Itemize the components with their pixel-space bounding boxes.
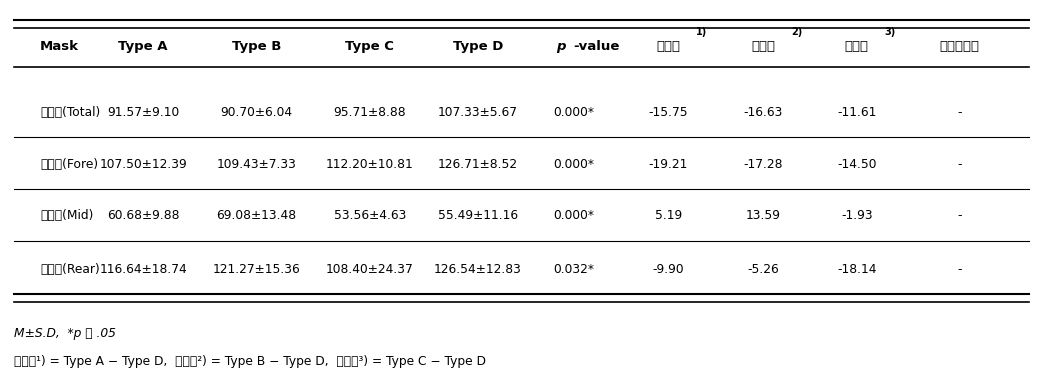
Text: Type B: Type B: [231, 40, 281, 53]
Text: 차이값: 차이값: [656, 40, 680, 53]
Text: -18.14: -18.14: [837, 263, 876, 276]
Text: 116.64±18.74: 116.64±18.74: [100, 263, 187, 276]
Text: 0.032*: 0.032*: [553, 263, 594, 276]
Text: -: -: [957, 106, 962, 119]
Text: Type C: Type C: [346, 40, 394, 53]
Text: 90.70±6.04: 90.70±6.04: [220, 106, 293, 119]
Text: 121.27±15.36: 121.27±15.36: [213, 263, 300, 276]
Text: -: -: [957, 263, 962, 276]
Text: 1): 1): [696, 27, 707, 38]
Text: 126.54±12.83: 126.54±12.83: [434, 263, 522, 276]
Text: p: p: [556, 40, 566, 53]
Text: 91.57±9.10: 91.57±9.10: [107, 106, 180, 119]
Text: -5.26: -5.26: [747, 263, 778, 276]
Text: -16.63: -16.63: [743, 106, 783, 119]
Text: M±S.D,  *p ＜ .05: M±S.D, *p ＜ .05: [15, 327, 116, 340]
Text: Type A: Type A: [118, 40, 168, 53]
Text: 95.71±8.88: 95.71±8.88: [333, 106, 406, 119]
Text: 13.59: 13.59: [745, 209, 781, 222]
Text: 55.49±11.16: 55.49±11.16: [438, 209, 518, 222]
Text: -value: -value: [574, 40, 620, 53]
Text: 0.000*: 0.000*: [553, 158, 594, 170]
Text: 126.71±8.52: 126.71±8.52: [438, 158, 518, 170]
Text: 차이값: 차이값: [752, 40, 775, 53]
Text: -: -: [957, 158, 962, 170]
Text: -15.75: -15.75: [649, 106, 688, 119]
Text: 107.33±5.67: 107.33±5.67: [438, 106, 518, 119]
Text: -1.93: -1.93: [841, 209, 873, 222]
Text: Mask: Mask: [40, 40, 79, 53]
Text: 중췁부(Mid): 중췁부(Mid): [40, 209, 93, 222]
Text: 2): 2): [791, 27, 802, 38]
Text: 5.19: 5.19: [655, 209, 682, 222]
Text: 차이값¹) = Type A − Type D,  차이값²) = Type B − Type D,  차이값³) = Type C − Type D: 차이값¹) = Type A − Type D, 차이값²) = Type B …: [15, 355, 487, 368]
Text: 109.43±7.33: 109.43±7.33: [217, 158, 297, 170]
Text: -9.90: -9.90: [653, 263, 684, 276]
Text: 차이값: 차이값: [845, 40, 869, 53]
Text: 후췁부(Rear): 후췁부(Rear): [40, 263, 100, 276]
Text: 60.68±9.88: 60.68±9.88: [107, 209, 180, 222]
Text: 107.50±12.39: 107.50±12.39: [100, 158, 187, 170]
Text: 112.20±10.81: 112.20±10.81: [326, 158, 413, 170]
Text: Type D: Type D: [453, 40, 503, 53]
Text: 3): 3): [884, 27, 896, 38]
Text: -11.61: -11.61: [837, 106, 876, 119]
Text: 0.000*: 0.000*: [553, 106, 594, 119]
Text: -19.21: -19.21: [649, 158, 688, 170]
Text: 108.40±24.37: 108.40±24.37: [326, 263, 413, 276]
Text: -: -: [957, 209, 962, 222]
Text: -17.28: -17.28: [743, 158, 783, 170]
Text: 53.56±4.63: 53.56±4.63: [333, 209, 406, 222]
Text: 발전제(Total): 발전제(Total): [40, 106, 101, 119]
Text: 개발목표치: 개발목표치: [939, 40, 980, 53]
Text: -14.50: -14.50: [837, 158, 876, 170]
Text: 0.000*: 0.000*: [553, 209, 594, 222]
Text: 전췁부(Fore): 전췁부(Fore): [40, 158, 99, 170]
Text: 69.08±13.48: 69.08±13.48: [216, 209, 297, 222]
